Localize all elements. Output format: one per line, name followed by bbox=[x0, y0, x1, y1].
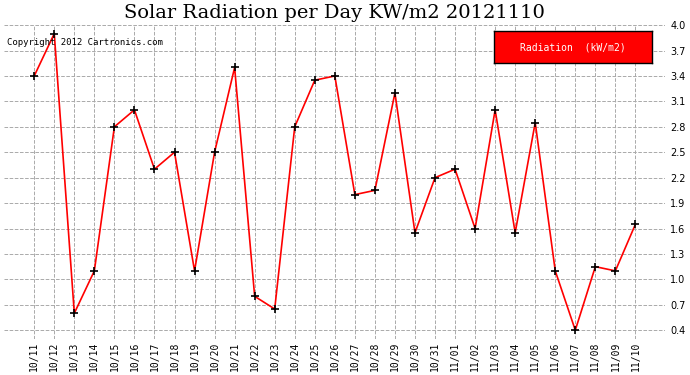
Title: Solar Radiation per Day KW/m2 20121110: Solar Radiation per Day KW/m2 20121110 bbox=[124, 4, 545, 22]
Text: Copyright 2012 Cartronics.com: Copyright 2012 Cartronics.com bbox=[7, 38, 163, 47]
